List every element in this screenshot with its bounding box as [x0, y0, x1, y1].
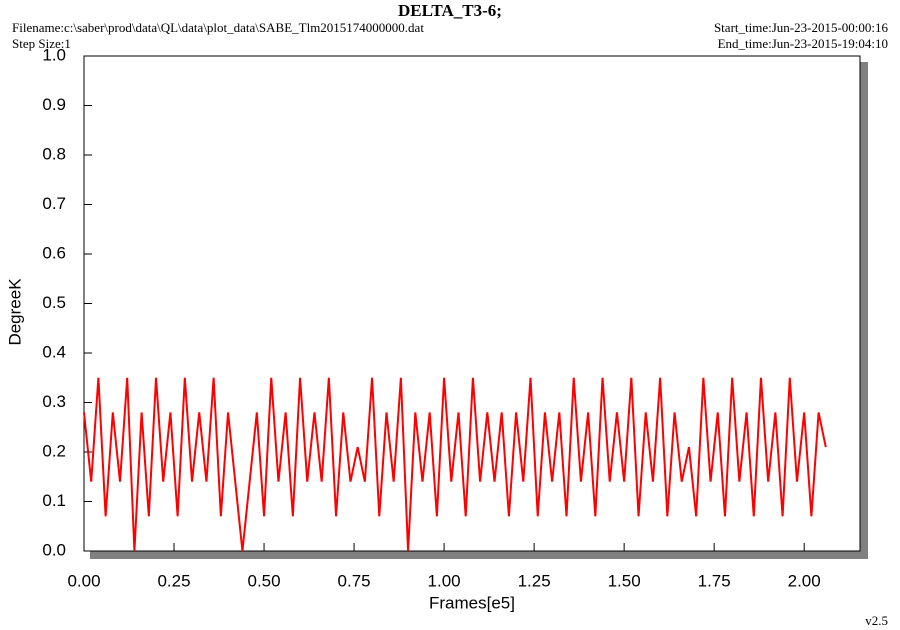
y-tick-label: 0.5 [42, 293, 66, 312]
x-tick-label: 1.75 [698, 571, 731, 590]
y-tick-label: 0.0 [42, 540, 66, 559]
y-tick-label: 0.8 [42, 144, 66, 163]
y-tick-label: 1.0 [42, 45, 66, 64]
x-tick-label: 0.50 [247, 571, 280, 590]
x-tick-label: 1.25 [518, 571, 551, 590]
y-tick-label: 0.4 [42, 342, 66, 361]
x-tick-label: 0.00 [67, 571, 100, 590]
x-tick-label: 1.00 [428, 571, 461, 590]
end-time: End_time:Jun-23-2015-19:04:10 [718, 36, 888, 51]
y-tick-label: 0.7 [42, 194, 66, 213]
x-tick-label: 0.75 [338, 571, 371, 590]
step-size: Step Size:1 [12, 36, 71, 51]
version: v2.5 [865, 613, 888, 628]
plot-area [83, 55, 861, 552]
x-tick-label: 0.25 [157, 571, 190, 590]
filename: Filename:c:\saber\prod\data\QL\data\plot… [12, 20, 424, 35]
y-tick-label: 0.6 [42, 243, 66, 262]
y-axis-label: DegreeK [5, 278, 24, 346]
data-line [83, 377, 827, 552]
y-tick-label: 0.9 [42, 95, 66, 114]
x-axis-label: Frames[e5] [429, 593, 515, 612]
chart-title: DELTA_T3-6; [398, 1, 502, 20]
y-tick-label: 0.3 [42, 392, 66, 411]
x-tick-label: 2.00 [788, 571, 821, 590]
start-time: Start_time:Jun-23-2015-00:00:16 [714, 20, 889, 35]
x-tick-label: 1.50 [608, 571, 641, 590]
y-tick-label: 0.2 [42, 441, 66, 460]
y-tick-label: 0.1 [42, 491, 66, 510]
